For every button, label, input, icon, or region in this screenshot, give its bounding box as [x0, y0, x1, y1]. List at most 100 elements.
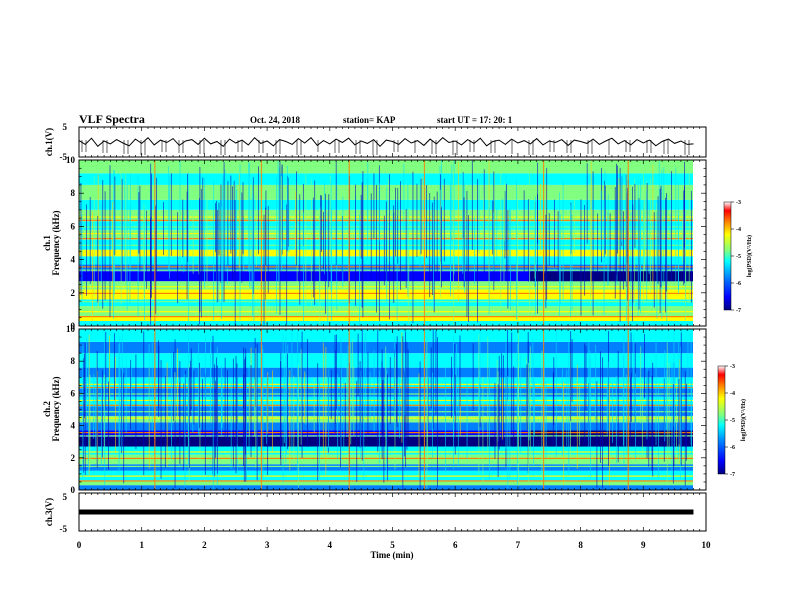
impulse-streak	[505, 342, 507, 449]
impulse-streak	[170, 173, 172, 256]
impulse-streak	[617, 165, 618, 254]
impulse-streak	[96, 350, 98, 468]
impulse-streak	[296, 378, 298, 429]
impulse-streak	[327, 211, 329, 325]
impulse-streak	[218, 202, 220, 256]
impulse-streak	[456, 343, 458, 421]
impulse-streak	[609, 383, 610, 486]
impulse-streak	[296, 171, 297, 266]
ch1-spectrogram-image	[79, 160, 693, 326]
impulse-streak	[516, 344, 518, 488]
impulse-streak	[103, 374, 105, 453]
impulse-streak	[324, 193, 326, 314]
impulse-streak	[580, 199, 582, 316]
impulse-streak	[126, 184, 128, 311]
impulse-streak	[359, 361, 361, 448]
impulse-streak	[214, 364, 216, 477]
impulse-streak	[663, 166, 665, 286]
impulse-streak	[450, 188, 451, 297]
impulse-streak	[421, 176, 423, 250]
impulse-streak	[520, 354, 522, 453]
impulse-streak	[281, 164, 283, 255]
impulse-streak	[655, 340, 657, 446]
impulse-streak	[626, 188, 628, 301]
impulse-streak	[513, 366, 515, 447]
impulse-streak	[419, 361, 421, 490]
impulse-streak	[233, 180, 235, 276]
impulse-streak	[319, 207, 321, 325]
impulse-streak	[416, 183, 418, 258]
impulse-streak	[488, 209, 490, 315]
impulse-streak	[615, 376, 617, 464]
impulse-streak	[252, 177, 254, 295]
impulse-streak	[619, 167, 621, 322]
impulse-streak	[426, 185, 428, 259]
impulse-streak	[305, 165, 307, 316]
impulse-streak	[573, 186, 575, 253]
impulse-streak	[506, 183, 507, 279]
impulse-streak	[453, 335, 454, 438]
impulse-streak	[223, 162, 225, 302]
impulse-streak	[125, 174, 127, 282]
impulse-streak	[405, 331, 407, 467]
impulse-streak	[177, 212, 179, 304]
impulse-streak	[684, 161, 686, 248]
impulse-streak	[665, 369, 667, 430]
impulse-streak	[690, 332, 692, 445]
date-label: Oct. 24, 2018	[250, 115, 300, 125]
impulse-streak	[253, 195, 255, 322]
impulse-streak	[466, 190, 468, 318]
impulse-streak	[663, 378, 665, 462]
sferic-streak	[627, 160, 629, 326]
impulse-streak	[125, 355, 127, 433]
impulse-streak	[504, 182, 505, 241]
impulse-streak	[634, 183, 636, 248]
impulse-streak	[146, 210, 148, 289]
impulse-streak	[263, 214, 265, 326]
impulse-streak	[291, 331, 293, 447]
impulse-streak	[492, 200, 494, 255]
impulse-streak	[592, 171, 594, 316]
impulse-streak	[356, 380, 358, 483]
impulse-streak	[595, 344, 597, 420]
impulse-streak	[313, 377, 315, 433]
impulse-streak	[483, 197, 484, 253]
impulse-streak	[199, 166, 201, 313]
colorbar-tick-label: -6	[730, 445, 735, 451]
impulse-streak	[238, 173, 240, 269]
impulse-streak	[386, 369, 387, 475]
impulse-streak	[224, 357, 226, 439]
impulse-streak	[331, 206, 333, 321]
impulse-streak	[645, 180, 647, 249]
impulse-streak	[683, 190, 685, 286]
impulse-streak	[188, 367, 190, 468]
impulse-streak	[638, 198, 640, 310]
impulse-streak	[95, 385, 97, 449]
spectral-band	[79, 281, 693, 290]
impulse-streak	[401, 331, 403, 443]
impulse-streak	[250, 365, 252, 458]
impulse-streak	[365, 333, 367, 418]
impulse-streak	[603, 200, 605, 315]
impulse-streak	[432, 372, 433, 459]
impulse-streak	[287, 353, 288, 450]
transmitter-line	[79, 475, 693, 477]
impulse-streak	[205, 336, 206, 406]
impulse-streak	[488, 357, 490, 480]
impulse-streak	[344, 382, 346, 438]
impulse-streak	[453, 169, 454, 325]
impulse-streak	[626, 168, 628, 307]
impulse-streak	[622, 356, 624, 446]
impulse-streak	[571, 339, 573, 403]
impulse-streak	[597, 213, 599, 275]
impulse-streak	[243, 374, 244, 466]
impulse-streak	[559, 213, 561, 305]
impulse-streak	[579, 382, 581, 446]
ch2-colorbar-label: log(PSD)(V²/Hz)	[740, 399, 747, 441]
impulse-streak	[660, 185, 662, 288]
impulse-streak	[330, 178, 332, 293]
impulse-streak	[585, 345, 587, 411]
transmitter-line	[79, 311, 693, 313]
impulse-streak	[596, 381, 598, 489]
impulse-streak	[244, 356, 246, 455]
